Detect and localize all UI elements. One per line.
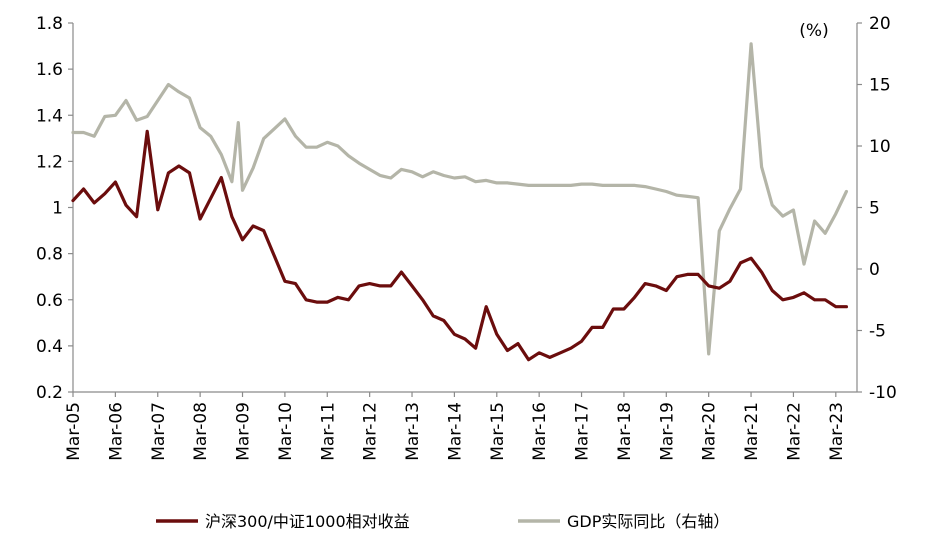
left-y-tick-label: 0.4 xyxy=(36,337,63,357)
left-y-tick-label: 0.8 xyxy=(36,245,63,265)
x-tick-label: Mar-18 xyxy=(615,402,635,461)
x-tick-label: Mar-19 xyxy=(657,402,677,461)
x-tick-label: Mar-22 xyxy=(784,402,804,461)
legend-item-gdp-label: GDP实际同比（右轴） xyxy=(567,512,729,531)
legend: 沪深300/中证1000相对收益 GDP实际同比（右轴） xyxy=(156,512,729,531)
right-y-tick-label: -10 xyxy=(869,383,897,403)
x-tick-label: Mar-17 xyxy=(573,402,593,461)
x-tick-label: Mar-21 xyxy=(742,402,762,461)
x-tick-label: Mar-12 xyxy=(361,402,381,461)
right-y-tick-label: 5 xyxy=(869,199,880,219)
x-tick-label: Mar-16 xyxy=(530,402,550,461)
x-tick-label: Mar-08 xyxy=(191,402,211,461)
x-tick-label: Mar-20 xyxy=(700,402,720,461)
axes xyxy=(72,23,858,393)
x-tick-label: Mar-07 xyxy=(149,402,169,461)
right-axis-unit-label: (%) xyxy=(799,21,828,41)
legend-item-relative-return-label: 沪深300/中证1000相对收益 xyxy=(205,512,410,531)
x-tick-label: Mar-10 xyxy=(276,402,296,461)
left-y-tick-label: 1 xyxy=(52,199,63,219)
ticks: 0.2 0.4 0.6 0.8 1 1.2 1.4 1.6 1.8 -10 -5 0 5 10 15 20 Ma… xyxy=(36,14,897,461)
right-y-tick-label: 10 xyxy=(869,137,891,157)
right-y-tick-label: 20 xyxy=(869,14,891,34)
left-y-tick-label: 1.4 xyxy=(36,106,63,126)
right-y-tick-label: 0 xyxy=(869,260,880,280)
left-y-tick-label: 0.2 xyxy=(36,383,63,403)
left-y-tick-label: 1.8 xyxy=(36,14,63,34)
right-y-tick-label: -5 xyxy=(869,322,886,342)
series-line-gdp xyxy=(71,42,849,356)
left-y-tick-label: 0.6 xyxy=(36,291,63,311)
x-tick-label: Mar-13 xyxy=(403,402,423,461)
series-lines xyxy=(71,42,849,362)
x-tick-label: Mar-11 xyxy=(318,402,338,461)
x-tick-label: Mar-05 xyxy=(64,402,84,461)
series-line-relative-return xyxy=(71,129,849,362)
x-tick-label: Mar-14 xyxy=(445,402,465,461)
right-y-tick-label: 15 xyxy=(869,76,891,96)
left-y-tick-label: 1.2 xyxy=(36,152,63,172)
x-tick-label: Mar-15 xyxy=(488,402,508,461)
x-tick-label: Mar-09 xyxy=(234,402,254,461)
x-tick-label: Mar-23 xyxy=(827,402,847,461)
left-y-tick-label: 1.6 xyxy=(36,60,63,80)
x-tick-label: Mar-06 xyxy=(106,402,126,461)
